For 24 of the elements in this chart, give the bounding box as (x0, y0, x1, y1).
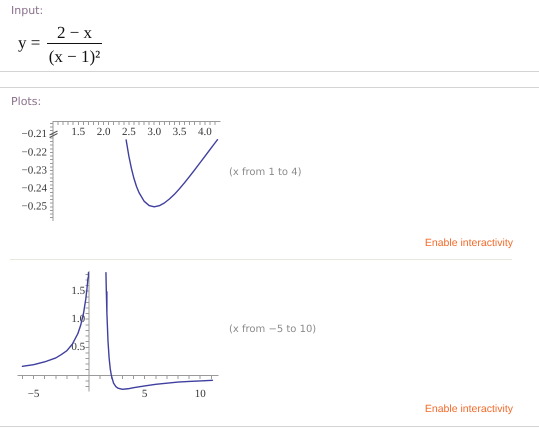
y-tick-label: 1.5 (71, 285, 86, 298)
y-tick-label: 0.5 (71, 341, 86, 354)
x-tick-label: 2.5 (122, 126, 136, 138)
x-tick-label: 3.5 (172, 126, 187, 138)
text: Plots: (11, 95, 42, 108)
text: (x − 1)² (47, 43, 102, 66)
y-tick-label: −0.23 (22, 164, 48, 176)
x-tick-label: −5 (28, 388, 40, 400)
x-tick-label: 2.0 (96, 126, 111, 138)
text: y = (18, 33, 40, 52)
text: Input: (11, 4, 44, 17)
y-tick-label: −0.24 (22, 182, 48, 195)
x-tick-label: 3.0 (147, 126, 162, 138)
text: Enable interactivity (424, 403, 513, 415)
text: (x from 1 to 4) (229, 167, 302, 178)
text: Enable interactivity (424, 237, 513, 249)
x-tick-label: 5 (142, 388, 148, 400)
text: (x from −5 to 10) (229, 324, 316, 335)
y-tick-label: −0.21 (22, 128, 47, 140)
y-tick-label: −0.22 (22, 146, 47, 158)
y-tick-label: −0.25 (22, 200, 48, 213)
text: 2 − x (56, 23, 94, 42)
x-tick-label: 4.0 (198, 126, 212, 138)
x-tick-label: 10 (194, 388, 206, 400)
